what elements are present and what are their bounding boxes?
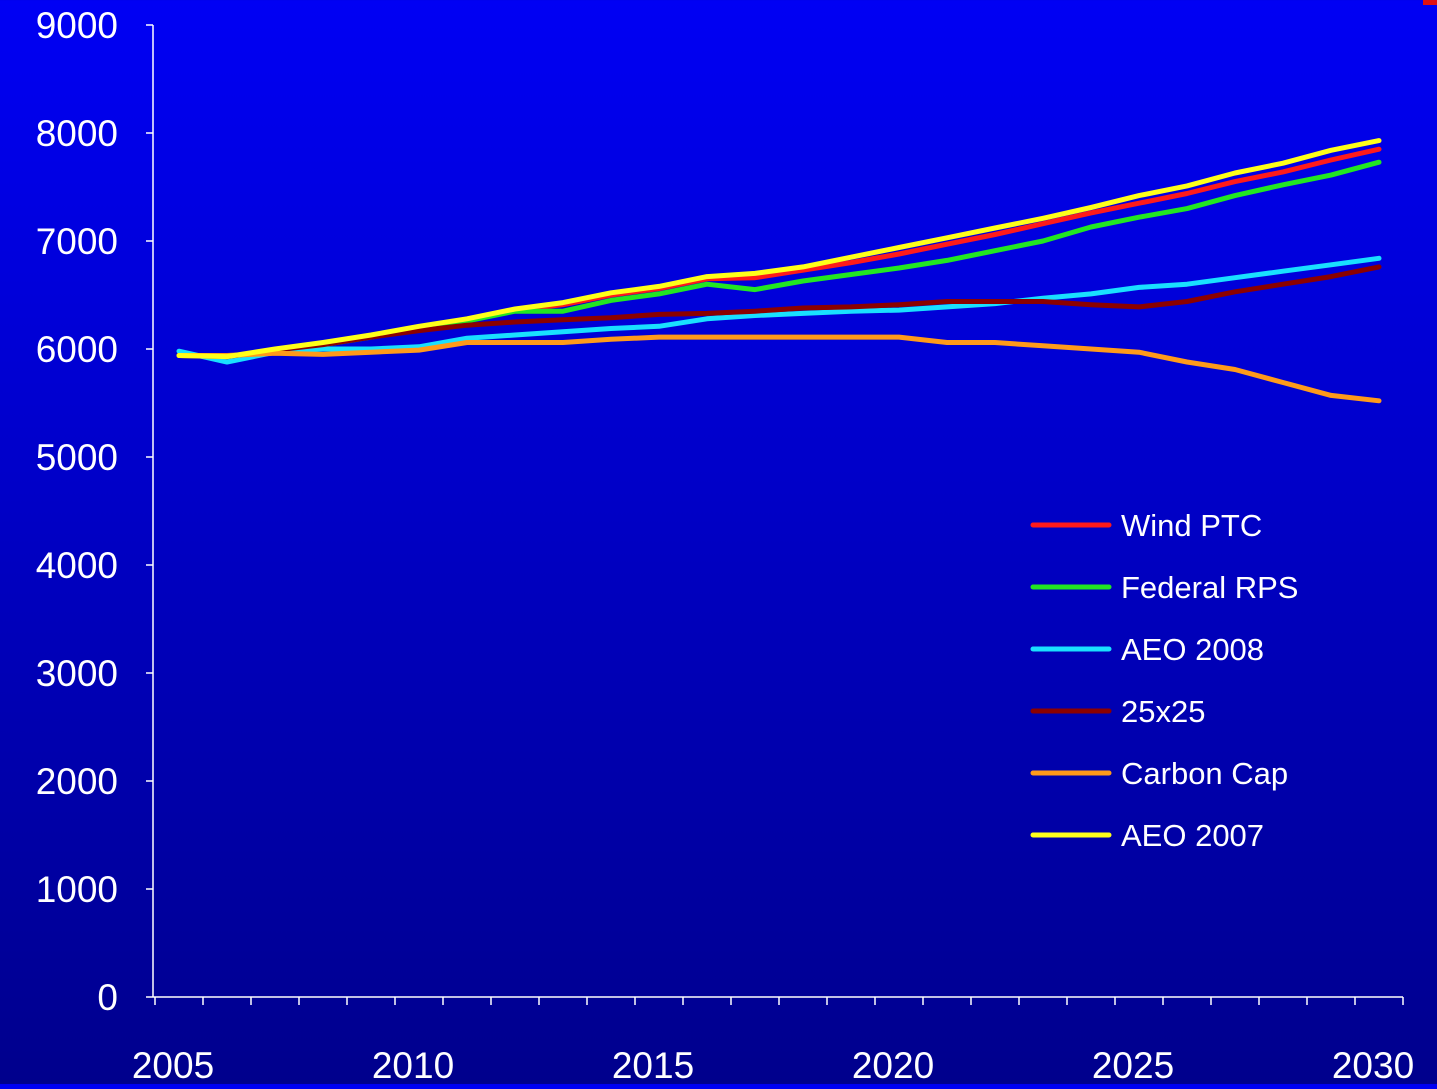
legend-label: AEO 2008	[1121, 632, 1264, 667]
x-tick-label: 2010	[372, 1045, 454, 1084]
legend-item-aeo-2008: AEO 2008	[1030, 632, 1264, 667]
series-lines	[176, 138, 1382, 404]
legend-item-carbon-cap: Carbon Cap	[1030, 756, 1288, 791]
y-tick-label: 8000	[36, 113, 118, 154]
y-tick-label: 3000	[36, 653, 118, 694]
x-tick-label: 2015	[612, 1045, 694, 1084]
series-line-aeo-2008	[176, 255, 1382, 365]
y-tick-label: 1000	[36, 869, 118, 910]
y-tick-label: 2000	[36, 761, 118, 802]
y-tick-label: 5000	[36, 437, 118, 478]
x-tick-label: 2025	[1092, 1045, 1174, 1084]
x-tick-label: 2020	[852, 1045, 934, 1084]
x-tick-label: 2030	[1332, 1045, 1414, 1084]
y-tick-label: 7000	[36, 221, 118, 262]
series-line-carbon-cap	[176, 334, 1382, 404]
legend-label: Carbon Cap	[1121, 756, 1288, 791]
y-tick-label: 6000	[36, 329, 118, 370]
y-tick-label: 0	[97, 977, 118, 1018]
series-line-aeo-2007	[176, 138, 1382, 360]
corner-mark	[1423, 0, 1437, 5]
legend-label: Federal RPS	[1121, 570, 1298, 605]
legend-label: AEO 2007	[1121, 818, 1264, 853]
axes: 0 1000 2000 3000 4000 5000 6000 7000 8000 9000 200…	[36, 5, 1414, 1086]
legend: Wind PTC Federal RPS AEO 2008 25x25 Carbon C…	[1030, 508, 1298, 853]
legend-label: 25x25	[1121, 694, 1205, 729]
legend-item-federal-rps: Federal RPS	[1030, 570, 1298, 605]
legend-item-wind-ptc: Wind PTC	[1030, 508, 1262, 543]
legend-item-25x25: 25x25	[1030, 694, 1205, 729]
legend-label: Wind PTC	[1121, 508, 1262, 543]
y-tick-label: 9000	[36, 5, 118, 46]
y-tick-label: 4000	[36, 545, 118, 586]
x-tick-label: 2005	[132, 1045, 214, 1084]
legend-item-aeo-2007: AEO 2007	[1030, 818, 1264, 853]
